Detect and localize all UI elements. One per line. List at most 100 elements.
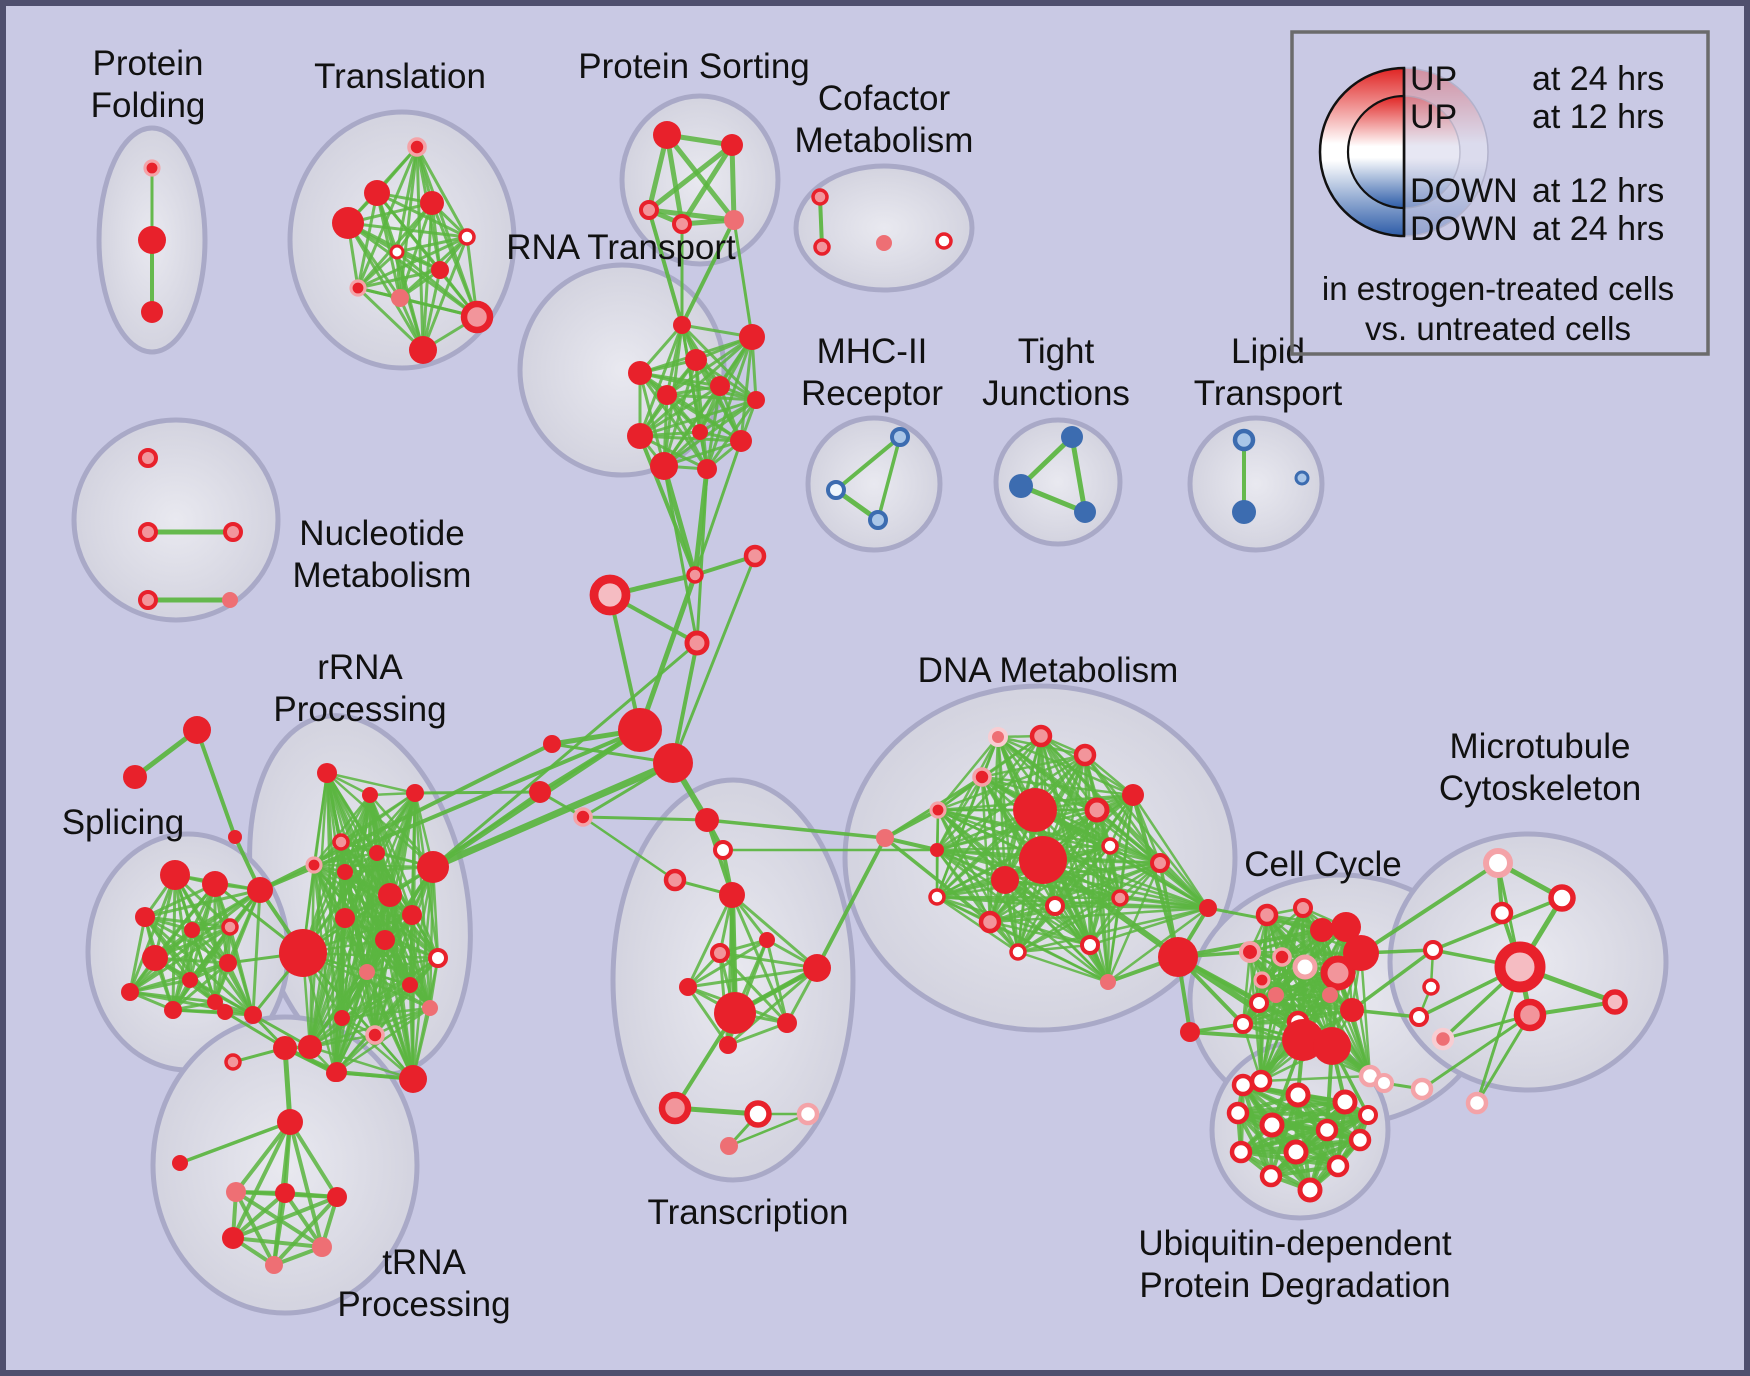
gene-node-sp7 <box>142 945 168 971</box>
edge <box>739 335 754 443</box>
gene-node-rr7 <box>337 864 353 880</box>
edge <box>1176 955 1300 1024</box>
edge <box>128 915 147 994</box>
gene-node-dm18 <box>1080 935 1100 955</box>
gene-node-sp13 <box>244 1006 262 1024</box>
legend-caption-line: vs. untreated cells <box>1365 310 1631 347</box>
gene-node-rr8 <box>417 851 449 883</box>
gene-node-tl6 <box>389 244 405 260</box>
edge <box>1131 793 1210 910</box>
gene-node-sp9 <box>219 954 237 972</box>
gene-node-rr4 <box>332 833 350 851</box>
gene-node-ub9 <box>1283 1139 1309 1165</box>
edge <box>128 961 230 994</box>
edge <box>765 938 789 1025</box>
edge <box>1016 950 1110 984</box>
gene-node-hf <box>265 1256 283 1274</box>
gene-node-tj2 <box>1009 474 1033 498</box>
gene-node-cc8 <box>1331 912 1361 942</box>
gene-node-rr16 <box>359 964 375 980</box>
edge <box>188 928 194 982</box>
gene-node-cc16 <box>1282 1019 1324 1061</box>
gene-node-ps3 <box>639 200 659 220</box>
gene-node-cc5 <box>1292 954 1318 980</box>
edge <box>705 398 758 471</box>
edge <box>1257 1001 1263 1083</box>
edge <box>1069 434 1088 515</box>
edge <box>1040 857 1181 960</box>
gene-node-rr1 <box>317 763 337 783</box>
edge <box>356 191 379 290</box>
gene-node-tr2 <box>273 1036 297 1060</box>
edge <box>988 906 1210 924</box>
gene-node-mh1 <box>890 427 910 447</box>
edge <box>373 1006 432 1037</box>
gene-node-tl7 <box>431 261 449 279</box>
cluster-ellipse-lipid-transport <box>1187 415 1325 553</box>
edge <box>143 915 230 965</box>
gene-node-tl8 <box>349 279 367 297</box>
gene-node-rt11 <box>650 452 678 480</box>
edge <box>333 913 414 1075</box>
edge <box>638 371 758 402</box>
legend-time-label: at 24 hrs <box>1532 210 1664 248</box>
cluster-ellipse-cofactor <box>793 163 975 293</box>
gene-node-rt8 <box>627 423 653 449</box>
edge <box>356 250 399 290</box>
edge <box>178 1120 292 1165</box>
edge <box>1269 1113 1370 1178</box>
gene-node-sp6 <box>221 918 239 936</box>
gene-node-dm1 <box>988 727 1008 747</box>
edge <box>1350 948 1435 1012</box>
gene-node-tj3 <box>1074 501 1096 523</box>
gene-node-ps1 <box>653 121 681 149</box>
edge <box>727 1112 810 1148</box>
gene-node-tc14 <box>796 1102 820 1126</box>
edge <box>935 775 984 899</box>
gene-node-pf1 <box>143 159 161 177</box>
gene-node-dm21 <box>1199 899 1217 917</box>
gene-node-cc12 <box>1268 987 1284 1003</box>
gene-node-mh2 <box>826 480 846 500</box>
gene-node-h9 <box>529 781 551 803</box>
edge <box>231 1195 339 1240</box>
edge <box>408 983 415 1081</box>
gene-node-dm5 <box>929 801 947 819</box>
gene-node-st1 <box>183 716 211 744</box>
gene-node-bw5 <box>1410 1077 1434 1101</box>
gene-node-tr3 <box>224 1053 242 1071</box>
gene-node-ub11 <box>1259 1164 1283 1188</box>
gene-node-dm14 <box>1111 889 1129 907</box>
gene-node-dm3 <box>1073 743 1097 767</box>
cluster-label-ubiquitin: Ubiquitin-dependent Protein Degradation <box>1138 1224 1452 1305</box>
gene-node-tl2 <box>364 180 390 206</box>
edge <box>1257 1001 1354 1012</box>
gene-node-h3 <box>743 544 767 568</box>
edge <box>1241 950 1252 1026</box>
gene-node-cc10 <box>1322 987 1338 1003</box>
gene-node-lp2 <box>1232 500 1256 524</box>
gene-node-cf1 <box>811 188 829 206</box>
edge <box>646 207 737 223</box>
edge <box>143 915 232 929</box>
gene-node-rr19 <box>334 1010 350 1026</box>
gene-node-tl3 <box>420 191 444 215</box>
edge <box>1033 808 1210 910</box>
edge <box>980 775 1135 797</box>
gene-node-he <box>312 1237 332 1257</box>
gene-node-tc7 <box>710 943 730 963</box>
gene-node-st3 <box>228 830 242 844</box>
cluster-label-protein-folding: Protein Folding <box>91 44 206 125</box>
cluster-ellipse-nucleotide <box>71 417 281 623</box>
edge <box>429 759 677 871</box>
gene-node-tc12 <box>658 1091 692 1125</box>
gene-node-cc2 <box>1293 898 1313 918</box>
gene-node-tc1 <box>695 808 719 832</box>
gene-node-rr14 <box>402 905 422 925</box>
cluster-label-mhc2: MHC-II Receptor <box>801 332 943 413</box>
gene-node-cc17 <box>1313 1027 1351 1065</box>
edge <box>228 925 255 1017</box>
gene-node-dm8 <box>1013 788 1057 832</box>
gene-node-h7 <box>543 735 561 753</box>
gene-node-hc <box>327 1187 347 1207</box>
